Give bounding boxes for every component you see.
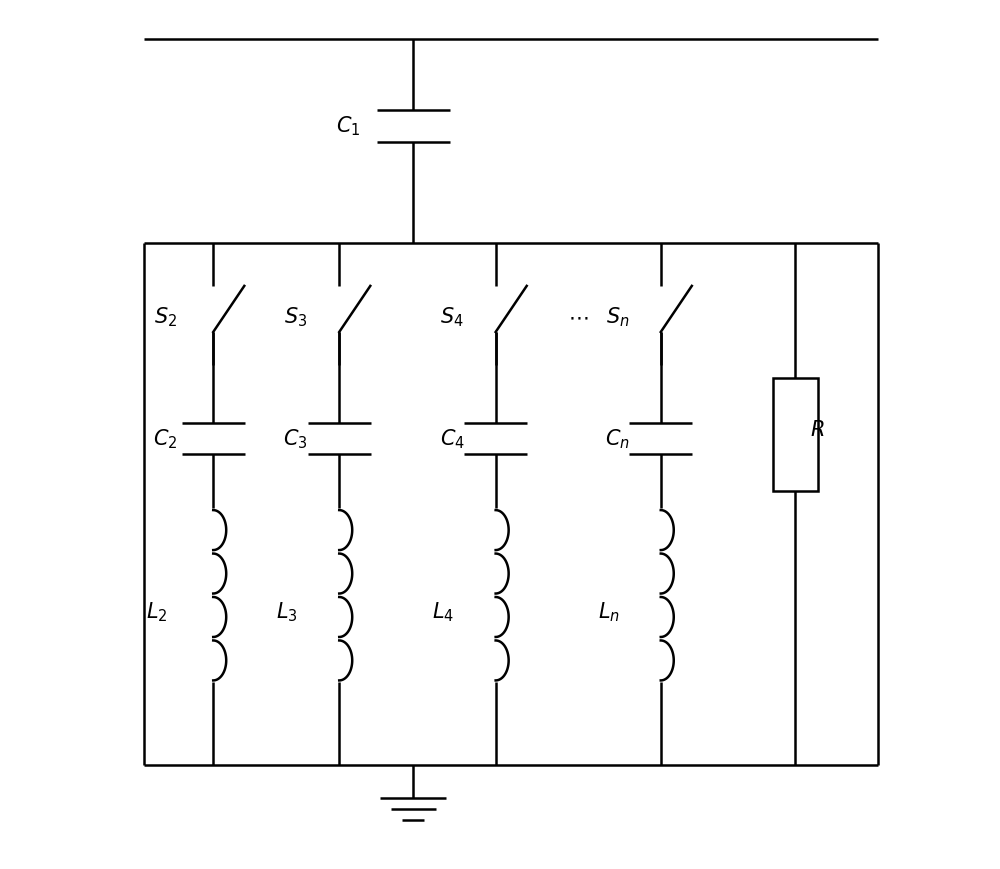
Text: $C_n$: $C_n$: [605, 427, 630, 451]
Text: $L_n$: $L_n$: [598, 600, 620, 625]
Text: $R$: $R$: [810, 420, 824, 441]
Text: $L_3$: $L_3$: [276, 600, 298, 625]
Text: $C_1$: $C_1$: [336, 114, 360, 138]
Text: $\cdots$: $\cdots$: [568, 307, 588, 328]
Text: $S_2$: $S_2$: [154, 305, 177, 329]
Text: $C_2$: $C_2$: [153, 427, 178, 451]
Text: $S_n$: $S_n$: [606, 305, 629, 329]
Text: $L_4$: $L_4$: [432, 600, 455, 625]
Text: $S_3$: $S_3$: [284, 305, 307, 329]
Text: $C_4$: $C_4$: [440, 427, 465, 451]
Text: $L_2$: $L_2$: [146, 600, 167, 625]
Text: $S_4$: $S_4$: [440, 305, 464, 329]
Text: $C_3$: $C_3$: [283, 427, 308, 451]
Bar: [773, 378, 818, 491]
